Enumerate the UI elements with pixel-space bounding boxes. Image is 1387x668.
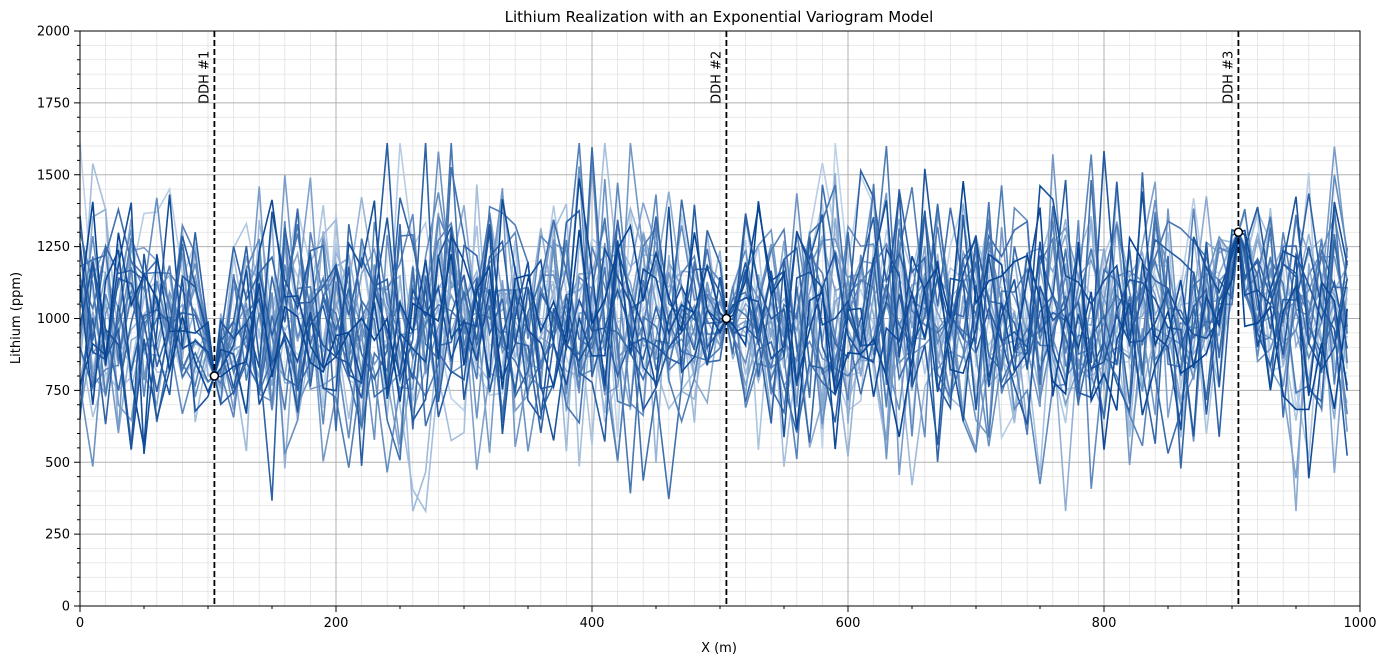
y-tick-label: 1500 <box>37 168 70 183</box>
drillhole-label: DDH #1 <box>197 51 212 104</box>
realization-line <box>79 160 1348 473</box>
x-tick-label: 1000 <box>1343 616 1376 631</box>
x-tick-label: 200 <box>324 616 349 631</box>
y-tick-label: 750 <box>45 384 70 399</box>
realization-line <box>79 151 1348 450</box>
y-tick-label: 2000 <box>37 25 70 40</box>
x-tick-label: 800 <box>1092 616 1117 631</box>
x-tick-label: 0 <box>76 616 84 631</box>
realization-line <box>79 181 1348 438</box>
y-tick-label: 500 <box>45 456 70 471</box>
realization-line <box>79 178 1348 450</box>
drillhole-marker <box>721 313 732 324</box>
y-tick-label: 1750 <box>37 96 70 111</box>
y-tick-label: 1250 <box>37 240 70 255</box>
y-tick-label: 1000 <box>37 312 70 327</box>
realization-line <box>79 168 1348 450</box>
axes: 0 200 400 600 800 1000 0 250 500 750 1000 1250 1500 1… <box>37 25 1377 632</box>
x-axis-label: X (m) <box>701 641 737 656</box>
x-tick-label: 600 <box>836 616 861 631</box>
y-axis-label: Lithium (ppm) <box>9 272 24 364</box>
realizations <box>79 143 1348 514</box>
drillhole-label: DDH #3 <box>1221 51 1236 104</box>
x-tick-label: 400 <box>580 616 605 631</box>
drillhole-marker <box>209 371 220 381</box>
chart-title: Lithium Realization with an Exponential … <box>505 8 934 26</box>
realization-line <box>79 183 1348 479</box>
drillhole-marker <box>1233 227 1244 237</box>
drillhole-label: DDH #2 <box>709 51 724 104</box>
y-tick-label: 0 <box>62 600 70 615</box>
y-tick-label: 250 <box>45 528 70 543</box>
realization-line <box>79 189 1348 469</box>
drillholes: DDH #1 DDH #2 DDH #3 <box>197 31 1244 606</box>
